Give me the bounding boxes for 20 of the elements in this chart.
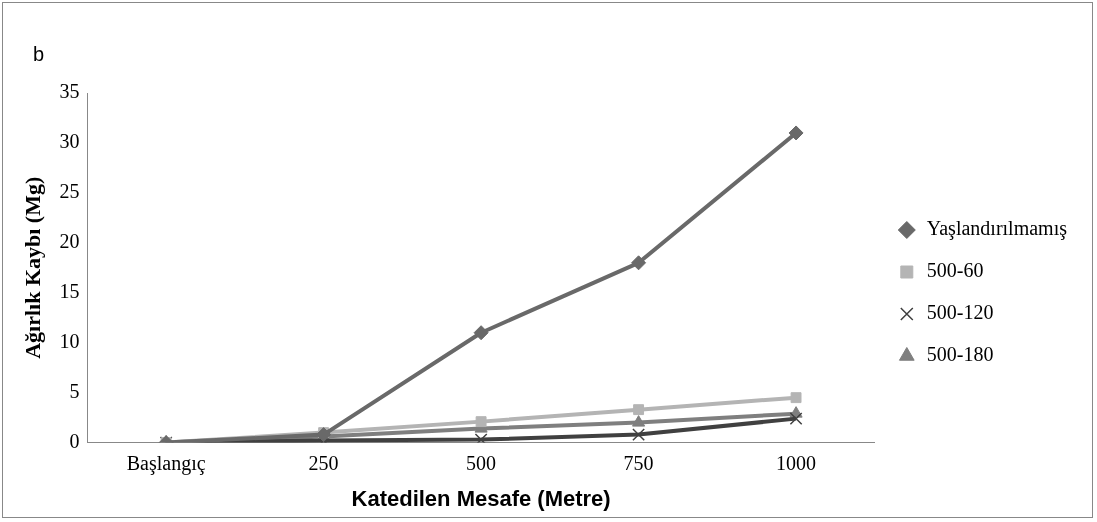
y-tick-label: 0 — [69, 429, 80, 452]
y-tick-label: 35 — [59, 80, 80, 103]
y-tick-label: 5 — [69, 379, 80, 402]
legend-label: Yaşlandırılmamış — [926, 217, 1068, 241]
legend-label: 500-120 — [926, 301, 994, 324]
x-tick-label: 500 — [466, 451, 497, 474]
legend-label: 500-60 — [926, 259, 984, 282]
y-tick-label: 30 — [59, 130, 80, 153]
y-tick-label: 20 — [59, 230, 80, 253]
x-axis-title: Katedilen Mesafe (Metre) — [351, 485, 611, 511]
x-tick-label: Başlangıç — [126, 451, 206, 475]
x-tick-label: 1000 — [776, 451, 817, 474]
y-tick-label: 25 — [59, 180, 80, 203]
y-axis-title: Ağırlık Kaybı (Mg) — [19, 176, 45, 359]
y-tick-label: 10 — [59, 329, 80, 352]
chart-title: b — [33, 43, 45, 66]
y-tick-label: 15 — [59, 280, 80, 303]
x-tick-label: 250 — [308, 451, 339, 474]
x-tick-label: 750 — [623, 451, 654, 474]
legend-label: 500-180 — [926, 343, 994, 366]
